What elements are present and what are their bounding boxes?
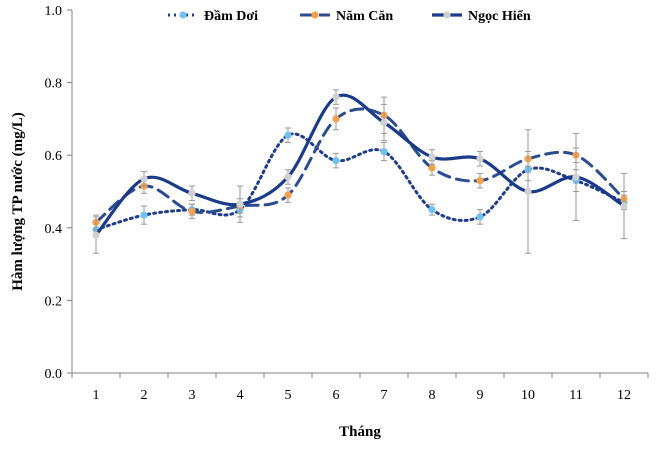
legend-marker [179,11,187,19]
data-point [332,157,340,165]
y-tick-label: 0.6 [45,149,63,164]
legend-label: Năm Căn [336,9,393,24]
data-point [284,173,292,181]
x-tick-label: 8 [429,388,436,403]
data-point [476,177,484,185]
y-tick-label: 1.0 [45,4,63,19]
legend-label: Ngọc Hiển [468,9,531,24]
x-tick-label: 12 [617,388,631,403]
x-tick-label: 2 [141,388,148,403]
data-point [140,211,148,219]
data-point [428,206,436,214]
series-group [92,89,628,254]
data-point [524,187,532,196]
data-point [620,202,628,210]
data-point [428,164,436,172]
data-point [428,153,436,161]
series-2 [92,89,628,254]
x-tick-label: 6 [333,388,340,403]
data-point [188,189,196,197]
y-tick-label: 0.8 [45,77,63,92]
data-point [380,118,388,127]
legend-item: Ngọc Hiển [432,9,531,24]
x-tick-label: 9 [477,388,484,403]
y-tick-label: 0.0 [45,367,63,382]
x-tick-label: 10 [521,388,535,403]
x-tick-label: 11 [569,388,582,403]
legend-marker [311,11,319,19]
y-tick-label: 0.4 [45,222,63,237]
data-point [332,93,340,101]
x-axis-ticks: 1 2 3 4 5 6 7 8 9 10 11 12 [71,373,649,403]
x-tick-label: 3 [189,388,196,403]
legend-label: Đầm Dơi [204,9,258,24]
data-point [284,191,292,199]
y-axis-title: Hàm lượng TP nước (mg/L) [10,112,26,291]
data-point [476,213,484,221]
y-tick-label: 0.2 [45,294,63,309]
series-line [94,93,626,237]
legend-item: Năm Căn [300,9,393,24]
series-line [94,132,626,232]
data-point [572,173,580,181]
series-line [94,107,626,224]
data-point [236,200,244,208]
series-0 [92,127,628,238]
y-axis-ticks: 0.0 0.2 0.4 0.6 0.8 1.0 [45,4,72,382]
legend: Đầm Dơi Năm Căn Ngọc Hiển [168,9,531,24]
x-tick-label: 4 [237,388,244,403]
data-point [188,207,196,216]
data-point [284,131,292,139]
x-tick-label: 5 [285,388,292,403]
legend-marker [443,11,451,19]
x-tick-label: 7 [381,388,388,403]
data-point [92,231,100,239]
data-point [140,175,148,183]
data-point [380,147,388,156]
data-point [332,115,340,123]
x-axis-title: Tháng [339,424,381,440]
data-point [476,155,484,163]
x-tick-label: 1 [93,388,100,403]
legend-item: Đầm Dơi [168,9,258,24]
